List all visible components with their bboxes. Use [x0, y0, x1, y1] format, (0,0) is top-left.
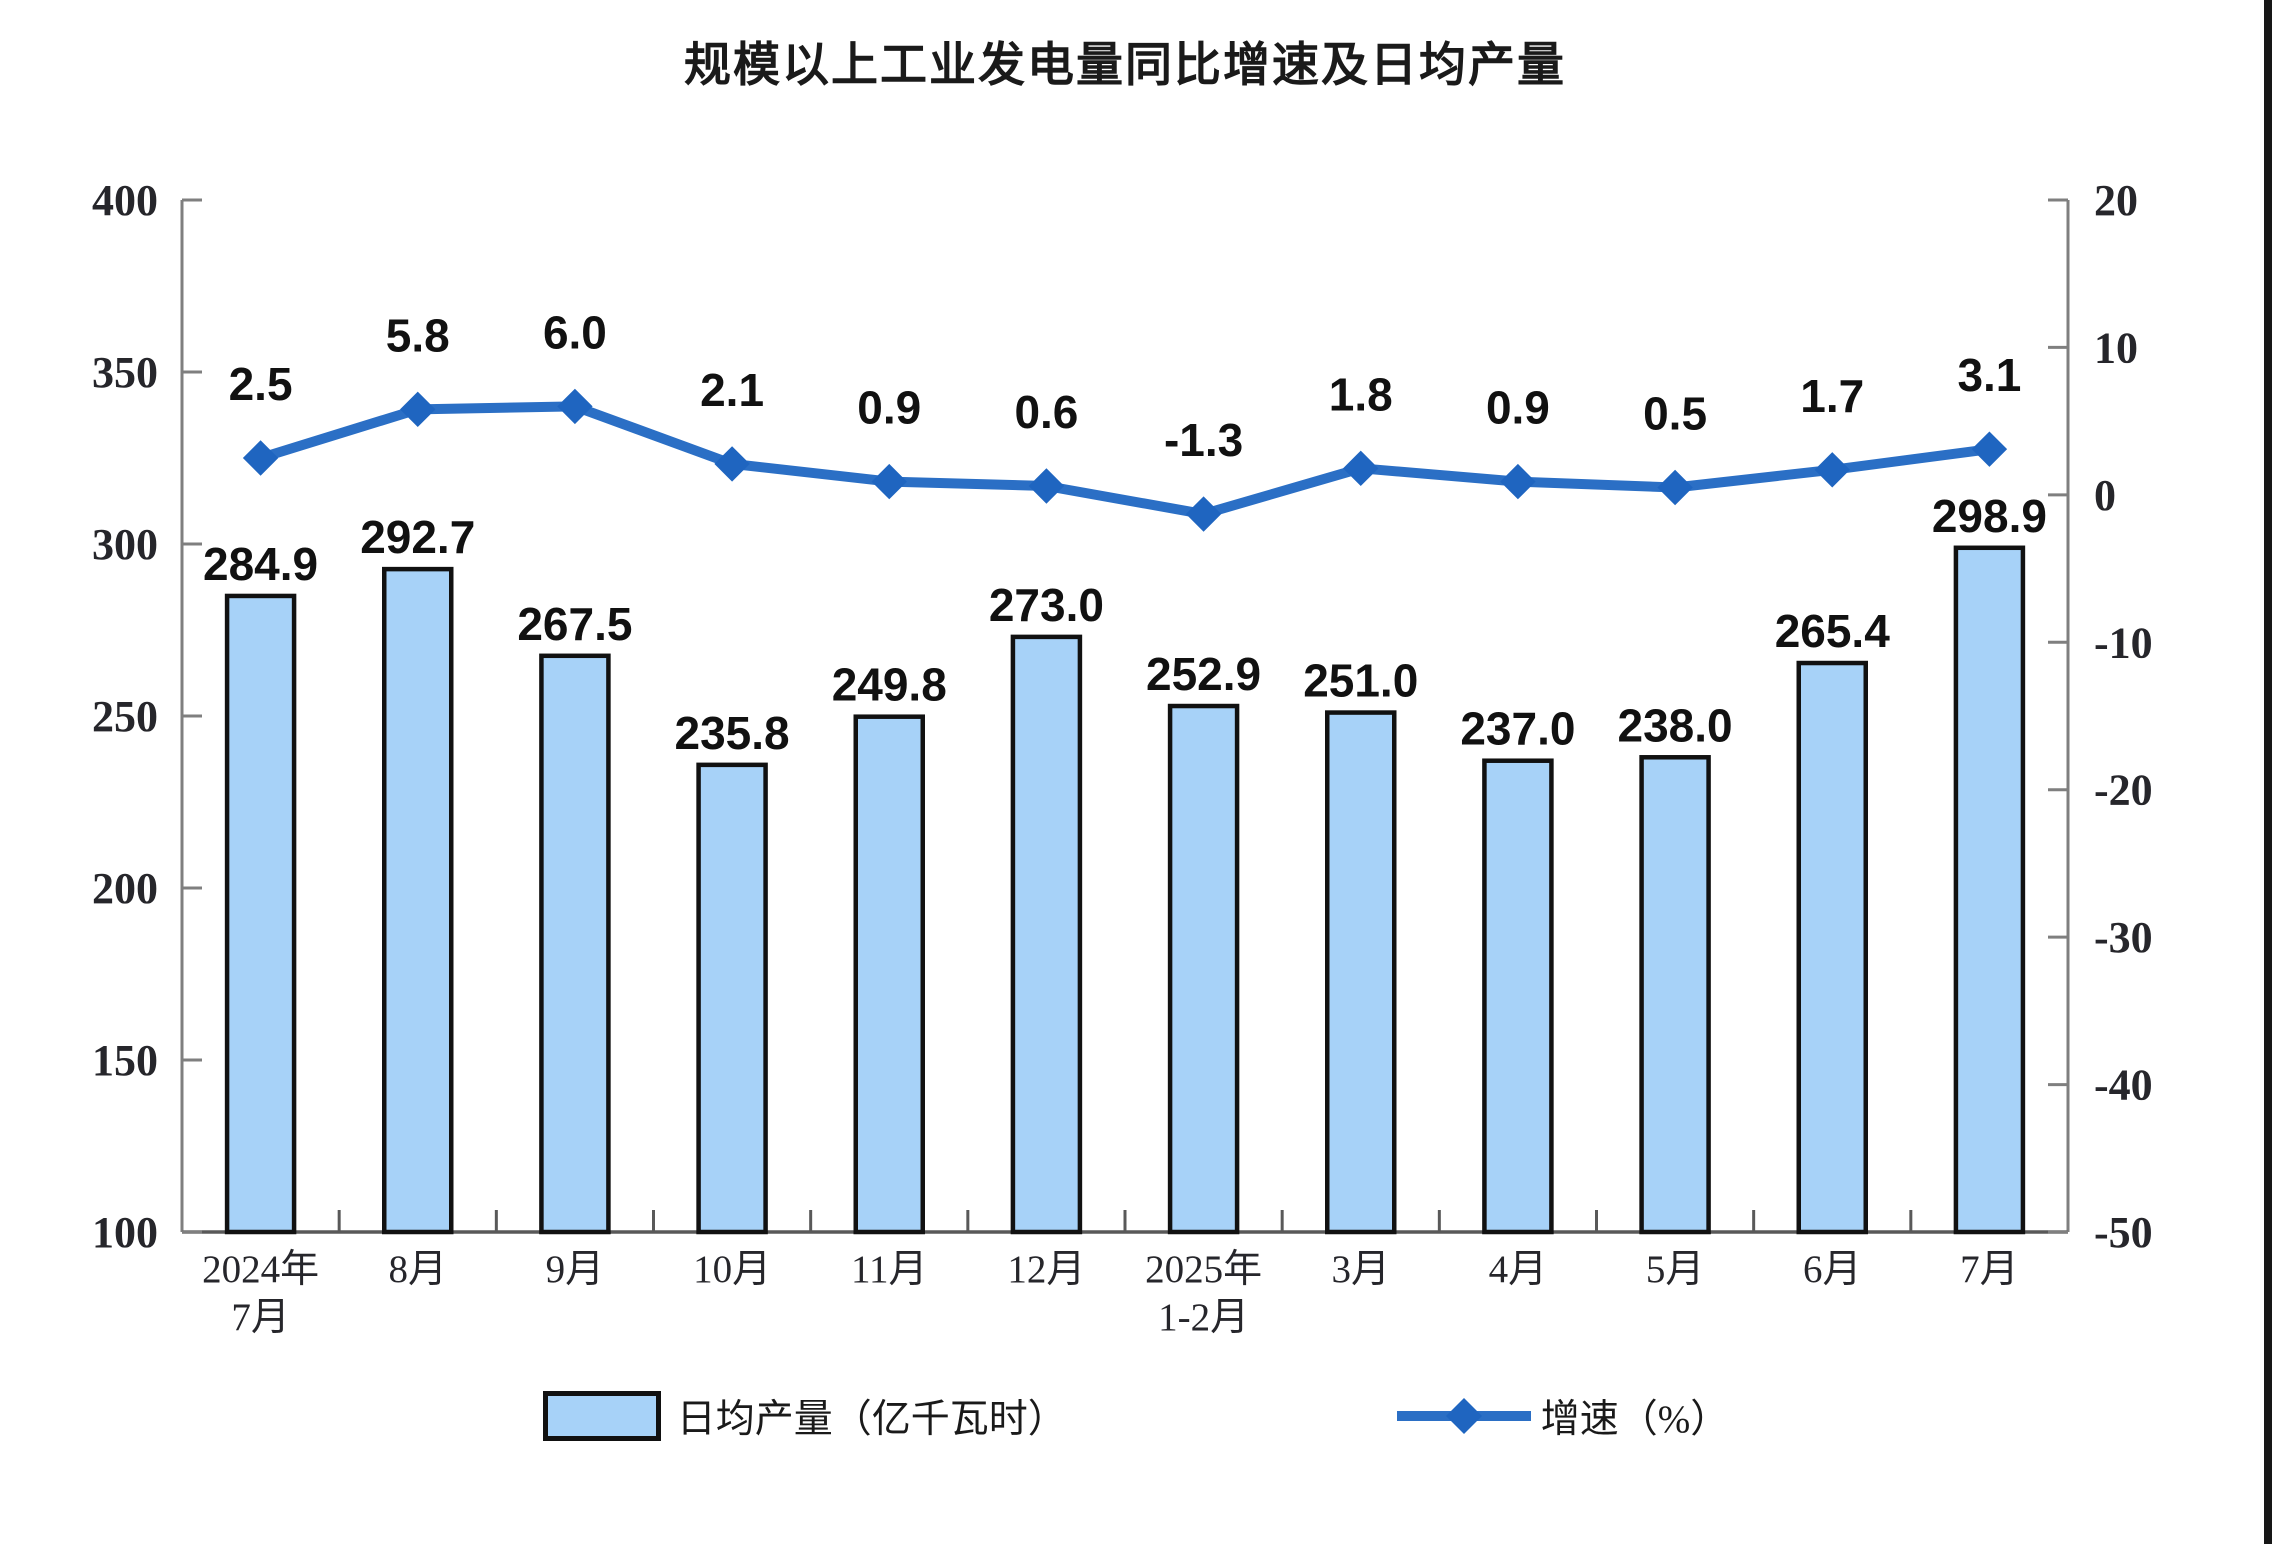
bar-value-label: 235.8: [675, 707, 790, 759]
bar: [1167, 703, 1240, 1235]
bar: [1953, 545, 2026, 1235]
x-category-label: 2024年 7月: [202, 1248, 319, 1339]
line-marker-diamond: [400, 391, 436, 428]
bar-value-label: 249.8: [832, 659, 947, 711]
bar-value-label: 284.9: [203, 538, 318, 590]
left-axis-tick-label: 300: [92, 520, 158, 569]
line-marker-diamond: [714, 446, 750, 482]
x-category-label: 12月: [1007, 1248, 1085, 1291]
line-marker-diamond: [871, 463, 907, 500]
line-value-label: 1.7: [1800, 370, 1864, 422]
left-axis-tick-label: 100: [92, 1208, 158, 1257]
right-axis-tick-label: -20: [2094, 766, 2153, 815]
bar-legend-label: 日均产量（亿千瓦时）: [676, 1398, 1067, 1441]
line-marker-diamond: [557, 388, 593, 425]
left-axis-tick-label: 350: [92, 348, 158, 397]
bar: [382, 566, 454, 1235]
x-category-label: 5月: [1646, 1248, 1705, 1291]
line-value-label: 0.9: [857, 382, 921, 434]
right-axis-tick-label: 10: [2094, 323, 2138, 372]
line-marker-diamond: [1500, 463, 1536, 500]
line-value-label: 2.1: [700, 364, 764, 416]
bar-value-label: 252.9: [1146, 648, 1261, 700]
line-value-label: 0.6: [1014, 386, 1078, 438]
growth-line: [259, 401, 1991, 520]
bar: [853, 714, 925, 1235]
x-category-label: 10月: [693, 1248, 771, 1291]
right-axis-tick-label: -50: [2094, 1208, 2153, 1257]
x-category-label: 3月: [1331, 1248, 1390, 1291]
line-marker-diamond: [1814, 452, 1850, 488]
bar: [1796, 660, 1868, 1235]
line-marker-diamond: [1657, 469, 1693, 506]
line-marker-diamond: [1343, 450, 1379, 487]
bar-value-label: 298.9: [1932, 490, 2047, 542]
bar: [1639, 755, 1711, 1235]
line-value-label: 2.5: [229, 358, 293, 410]
left-axis-tick-label: 200: [92, 864, 158, 913]
bar-value-label: 251.0: [1303, 655, 1418, 707]
bar-value-label: 238.0: [1618, 699, 1733, 751]
x-category-label: 7月: [1960, 1248, 2019, 1291]
chart-title: 规模以上工业发电量同比增速及日均产量: [684, 38, 1566, 91]
line-marker-diamond: [1028, 468, 1065, 504]
x-category-label: 8月: [388, 1248, 447, 1291]
line-value-label: 0.5: [1643, 387, 1707, 439]
left-axis-tick-label: 400: [92, 176, 158, 225]
line-marker-diamond: [1185, 496, 1222, 532]
bar: [224, 593, 297, 1235]
bar: [1010, 634, 1083, 1235]
x-category-label: 4月: [1489, 1248, 1548, 1291]
line-marker-diamond: [1971, 431, 2008, 467]
legend-item-growth-rate: 增速（%）: [1396, 1388, 1730, 1444]
right-axis-tick-label: -10: [2094, 618, 2153, 667]
x-category-label: 11月: [851, 1248, 928, 1291]
bar: [1482, 758, 1554, 1235]
line-value-label: 0.9: [1486, 382, 1550, 434]
left-axis-tick-label: 150: [92, 1036, 158, 1085]
x-category-label: 2025年 1-2月: [1145, 1248, 1262, 1339]
bar-value-label: 237.0: [1460, 703, 1575, 755]
left-axis-tick-label: 250: [92, 692, 158, 741]
line-value-label: 5.8: [386, 309, 450, 361]
line-legend-marker-icon: [1396, 1398, 1531, 1434]
bar: [539, 653, 611, 1235]
right-axis-tick-label: 0: [2094, 471, 2116, 520]
x-category-label: 6月: [1803, 1248, 1862, 1291]
bar-legend-swatch-icon: [542, 1391, 661, 1441]
bar: [1325, 710, 1397, 1235]
line-value-label: -1.3: [1164, 414, 1243, 466]
line-value-label: 1.8: [1329, 368, 1393, 420]
legend: 日均产量（亿千瓦时） 增速（%）: [0, 1388, 2272, 1444]
bar-value-label: 292.7: [360, 511, 475, 563]
bar-value-label: 267.5: [517, 598, 632, 650]
right-axis-tick-label: -40: [2094, 1061, 2153, 1110]
x-category-label: 9月: [546, 1248, 605, 1291]
legend-item-daily-output: 日均产量（亿千瓦时）: [542, 1388, 1067, 1444]
window-right-edge-line: [2264, 0, 2272, 1544]
line-legend-label: 增速（%）: [1540, 1398, 1730, 1441]
bar-value-label: 273.0: [989, 579, 1104, 631]
legend-diamond-icon: [1445, 1398, 1482, 1434]
right-axis-tick-label: -30: [2094, 913, 2153, 962]
line-marker-diamond: [242, 440, 279, 476]
bar-value-label: 265.4: [1775, 605, 1891, 657]
line-value-label: 3.1: [1957, 349, 2021, 401]
bar: [696, 762, 768, 1235]
right-axis-tick-label: 20: [2094, 176, 2138, 225]
line-value-label: 6.0: [543, 306, 607, 358]
